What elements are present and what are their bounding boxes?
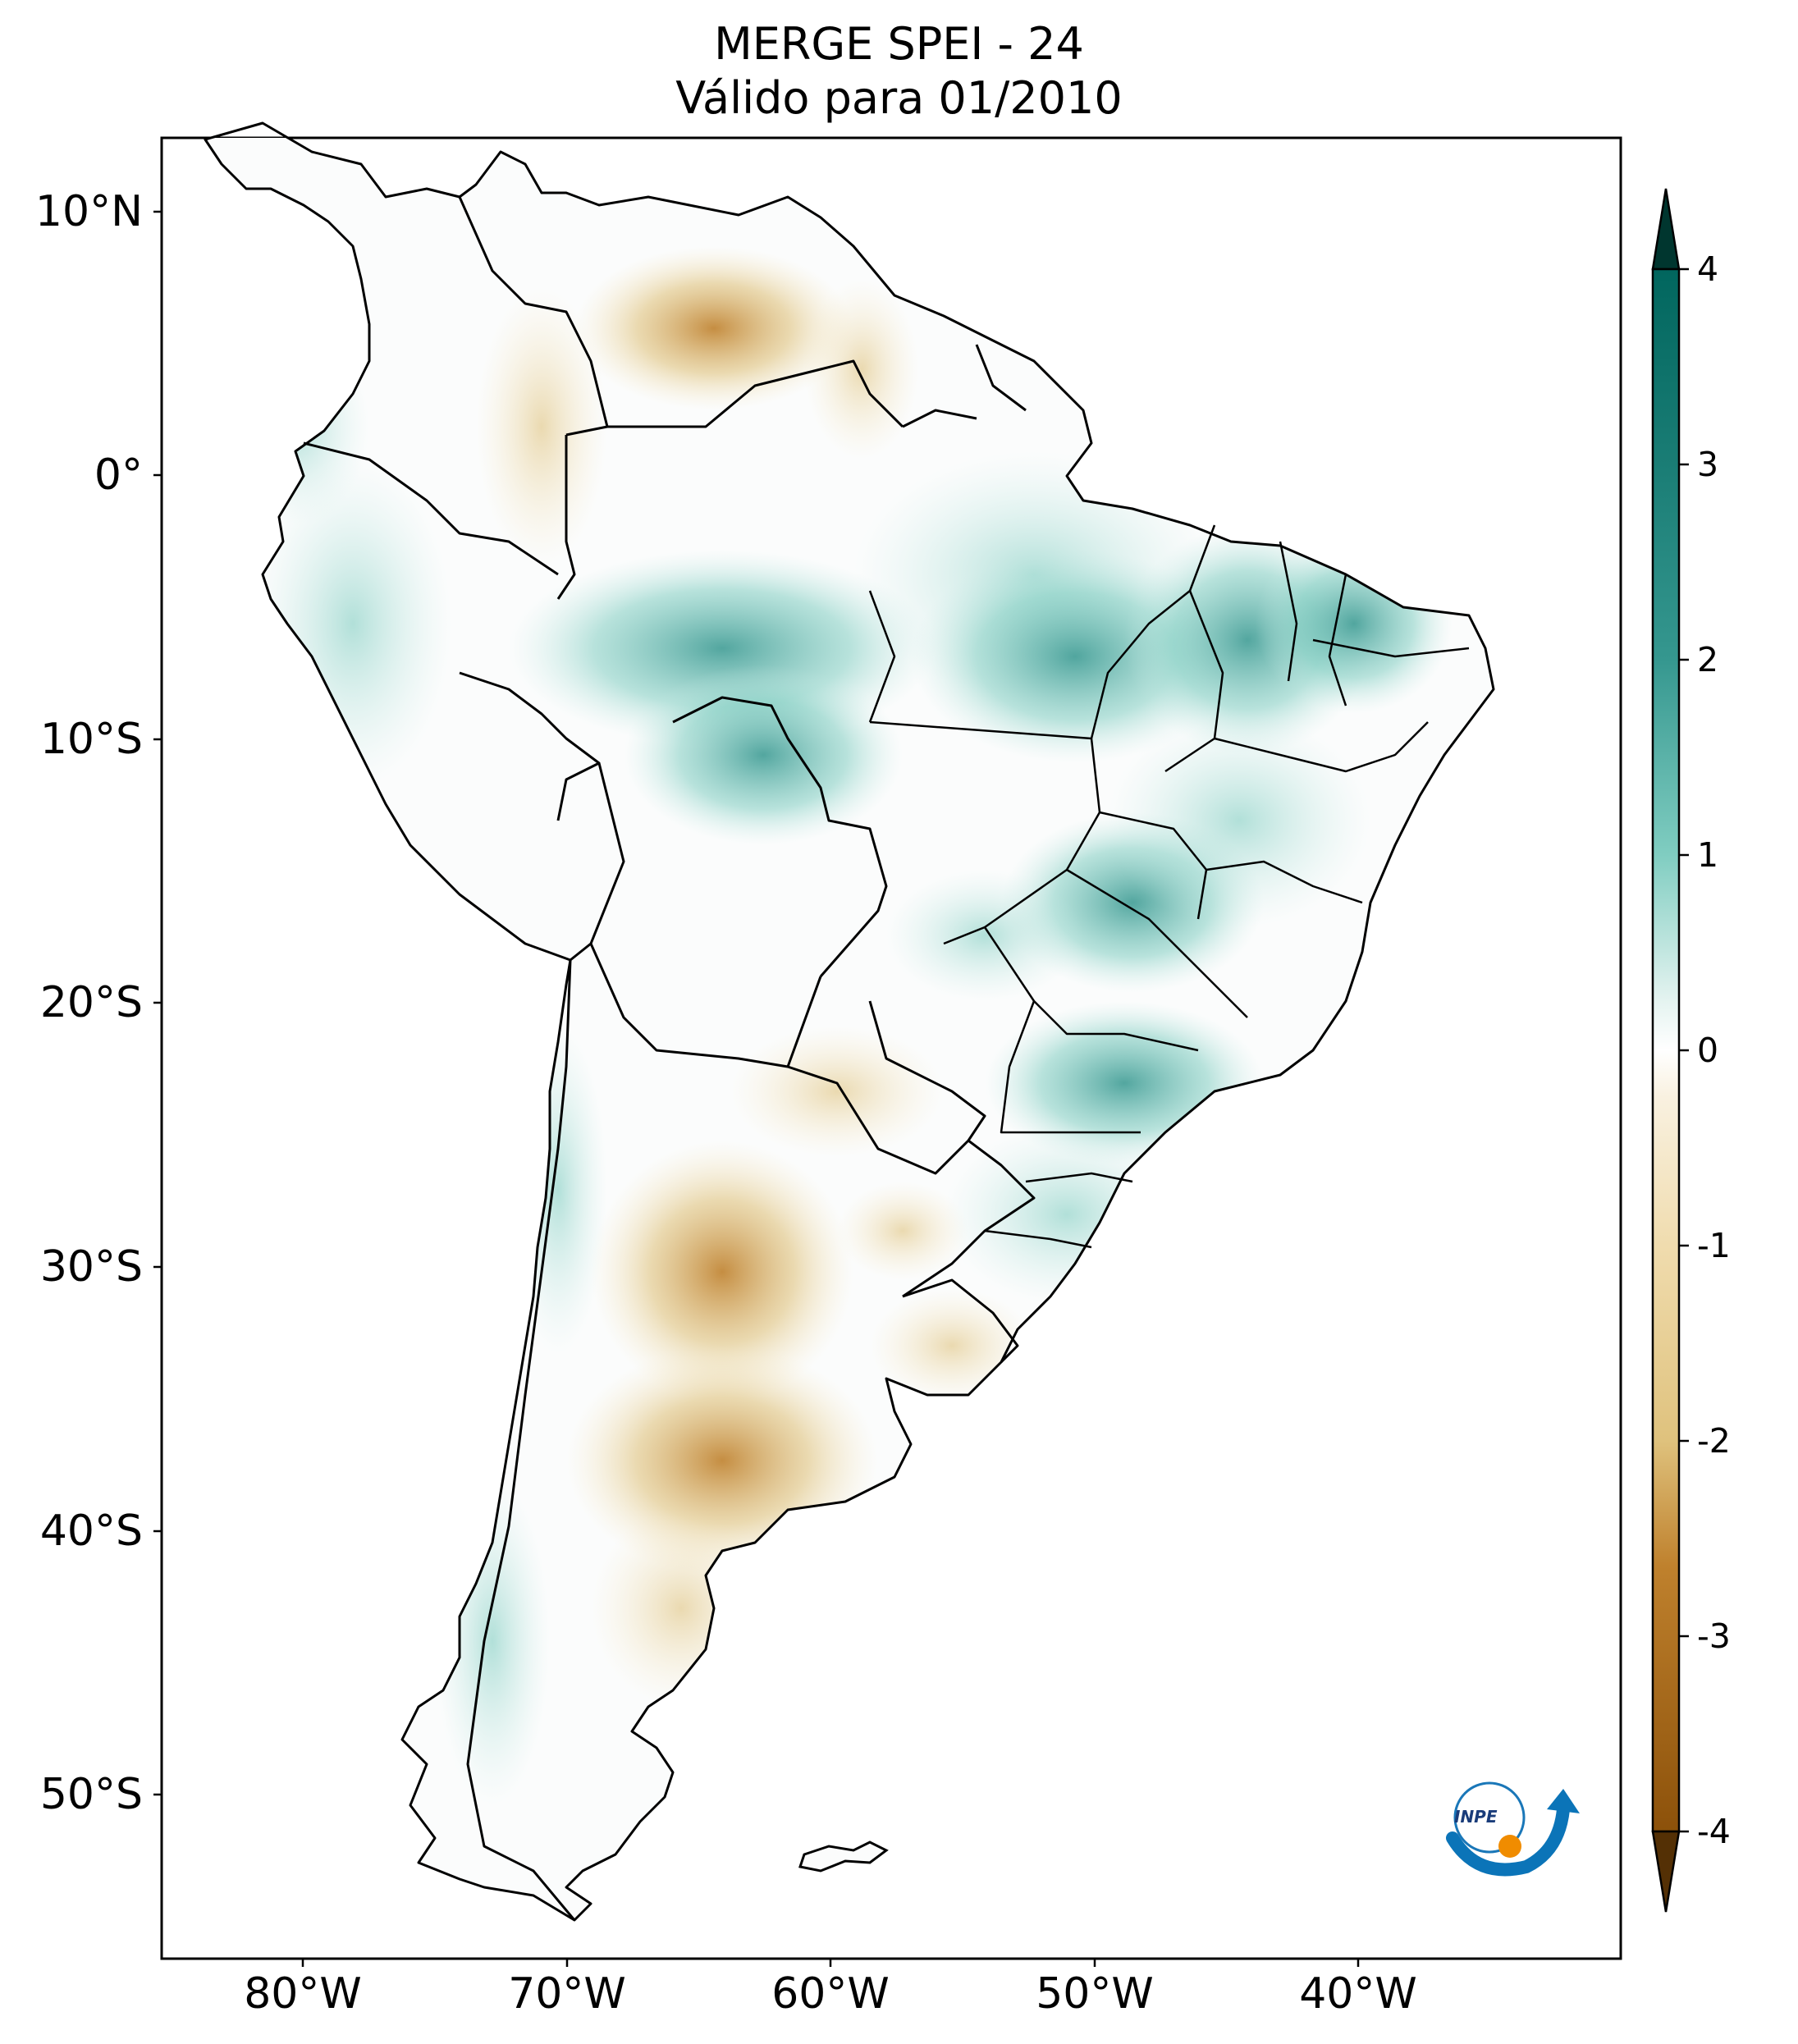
lon-label-50w: 50°W — [1036, 1969, 1154, 2019]
colorbar-label-minus3: -3 — [1697, 1616, 1731, 1656]
border-suriname — [902, 409, 977, 428]
lat-label-0: 0° — [94, 450, 143, 500]
map-title: MERGE SPEI - 24 — [714, 18, 1084, 70]
lon-label-40w: 40°W — [1299, 1969, 1417, 2019]
colorbar-ticks — [1679, 268, 1689, 1833]
border-french-guiana — [975, 344, 1027, 412]
colorbar-bottom-extension — [1651, 1830, 1681, 1913]
border-ecuador-peru — [303, 441, 559, 576]
colorbar-label-minus1: -1 — [1697, 1226, 1731, 1265]
colorbar-label-4: 4 — [1697, 249, 1719, 289]
lat-label-40s: 40°S — [39, 1507, 143, 1556]
axis-ticks — [153, 210, 1360, 1967]
lon-label-60w: 60°W — [771, 1969, 890, 2019]
border-bolivia-south — [589, 943, 822, 1068]
inpe-logo-text: INPE — [1454, 1807, 1498, 1827]
colorbar-label-minus2: -2 — [1697, 1421, 1731, 1461]
lat-label-20s: 20°S — [39, 978, 143, 1027]
colorbar-label-0: 0 — [1697, 1031, 1719, 1070]
colorbar-top-extension — [1651, 188, 1681, 271]
map-subtitle: Válido para 01/2010 — [675, 72, 1123, 124]
lon-label-80w: 80°W — [244, 1969, 362, 2019]
lat-label-10n: 10°N — [34, 187, 143, 236]
country-borders — [204, 121, 1495, 1922]
border-chile-argentina — [466, 959, 576, 1921]
colorbar-gradient — [1651, 268, 1681, 1833]
border-argentina-brazil — [902, 1139, 1036, 1298]
colorbar — [1651, 188, 1689, 1913]
lat-label-30s: 30°S — [39, 1242, 143, 1292]
border-peru-bolivia — [570, 762, 625, 962]
border-brazil-north — [607, 359, 904, 428]
lat-label-10s: 10°S — [39, 715, 143, 764]
border-peru-brazil — [459, 671, 601, 821]
border-uruguay — [902, 1278, 1019, 1364]
malvinas-island — [798, 1841, 889, 1873]
lon-label-70w: 70°W — [508, 1969, 626, 2019]
colorbar-label-minus4: -4 — [1697, 1812, 1731, 1851]
inpe-logo-graphic — [1446, 1781, 1580, 1877]
coastline — [204, 121, 1495, 1922]
colorbar-label-1: 1 — [1697, 835, 1719, 875]
border-colombia-brazil — [556, 435, 576, 600]
lat-label-50s: 50°S — [39, 1770, 143, 1819]
border-bolivia-brazil — [672, 696, 888, 977]
colorbar-label-3: 3 — [1697, 445, 1719, 484]
state-borders — [868, 524, 1470, 1249]
colorbar-label-2: 2 — [1697, 640, 1719, 679]
